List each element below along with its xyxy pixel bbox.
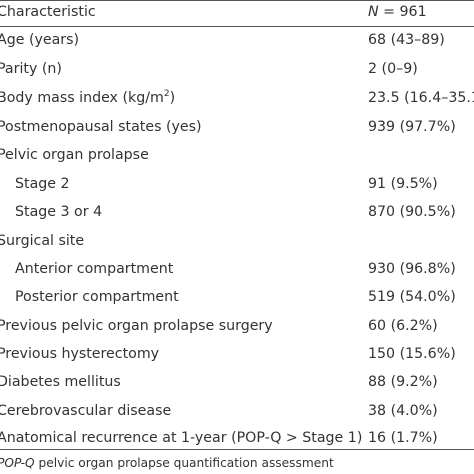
row-label-bmi-sup: 2 bbox=[163, 89, 170, 99]
row-label-diabetes: Diabetes mellitus bbox=[0, 374, 121, 390]
row-value-previous-hysterectomy: 150 (15.6%) bbox=[368, 346, 456, 362]
row-label-bmi-tail: ) bbox=[169, 90, 176, 106]
row-value-stage-3-or-4: 870 (90.5%) bbox=[368, 204, 456, 220]
header-n-value: = 961 bbox=[378, 4, 427, 20]
header-characteristic: Characteristic bbox=[0, 4, 96, 20]
table-row: Previous hysterectomy 150 (15.6%) bbox=[0, 340, 474, 369]
row-label-postmenopausal: Postmenopausal states (yes) bbox=[0, 119, 202, 135]
row-value-posterior-compartment: 519 (54.0%) bbox=[368, 289, 456, 305]
table-row: Posterior compartment 519 (54.0%) bbox=[0, 283, 474, 312]
table-row: Diabetes mellitus 88 (9.2%) bbox=[0, 368, 474, 397]
row-value-age: 68 (43–89) bbox=[368, 32, 445, 48]
row-value-bmi: 23.5 (16.4–35.1) bbox=[368, 90, 474, 106]
footnote-abbreviation: POP-Q bbox=[0, 456, 35, 470]
row-label-stage-2: Stage 2 bbox=[15, 176, 70, 192]
table-row: Stage 2 91 (9.5%) bbox=[0, 170, 474, 199]
row-label-anterior-compartment: Anterior compartment bbox=[15, 261, 174, 277]
row-value-anterior-compartment: 930 (96.8%) bbox=[368, 261, 456, 277]
row-label-parity: Parity (n) bbox=[0, 61, 62, 77]
row-label-age: Age (years) bbox=[0, 32, 80, 48]
row-value-cerebrovascular: 38 (4.0%) bbox=[368, 403, 438, 419]
header-n-symbol: N bbox=[368, 4, 379, 20]
table-row: Age (years) 68 (43–89) bbox=[0, 26, 474, 55]
row-value-diabetes: 88 (9.2%) bbox=[368, 374, 438, 390]
row-label-bmi: Body mass index (kg/m2) bbox=[0, 84, 175, 113]
row-value-stage-2: 91 (9.5%) bbox=[368, 176, 438, 192]
table-row: Parity (n) 2 (0–9) bbox=[0, 55, 474, 84]
table-row: Anatomical recurrence at 1-year (POP-Q >… bbox=[0, 424, 474, 453]
table-row: Previous pelvic organ prolapse surgery 6… bbox=[0, 312, 474, 341]
table-row: Cerebrovascular disease 38 (4.0%) bbox=[0, 397, 474, 426]
footnote-definition: pelvic organ prolapse quantification ass… bbox=[34, 456, 334, 470]
row-label-surgical-site: Surgical site bbox=[0, 233, 85, 249]
table-row: Body mass index (kg/m2) 23.5 (16.4–35.1) bbox=[0, 84, 474, 113]
table-header-row: Characteristic N = 961 bbox=[0, 0, 474, 29]
row-value-postmenopausal: 939 (97.7%) bbox=[368, 119, 456, 135]
row-label-pelvic-organ-prolapse: Pelvic organ prolapse bbox=[0, 147, 149, 163]
row-label-cerebrovascular: Cerebrovascular disease bbox=[0, 403, 172, 419]
table-row: Pelvic organ prolapse bbox=[0, 141, 474, 170]
table-row: Surgical site bbox=[0, 227, 474, 256]
row-label-posterior-compartment: Posterior compartment bbox=[15, 289, 179, 305]
row-label-previous-hysterectomy: Previous hysterectomy bbox=[0, 346, 160, 362]
table-top-rule bbox=[0, 0, 474, 1]
row-label-previous-pop-surgery: Previous pelvic organ prolapse surgery bbox=[0, 318, 273, 334]
table-row: Anterior compartment 930 (96.8%) bbox=[0, 255, 474, 284]
row-value-anatomical-recurrence: 16 (1.7%) bbox=[368, 430, 438, 446]
row-value-parity: 2 (0–9) bbox=[368, 61, 418, 77]
table-header-rule bbox=[0, 26, 474, 27]
table-footnote: POP-Q pelvic organ prolapse quantificati… bbox=[0, 453, 334, 473]
table-row: Stage 3 or 4 870 (90.5%) bbox=[0, 198, 474, 227]
row-label-anatomical-recurrence: Anatomical recurrence at 1-year (POP-Q >… bbox=[0, 430, 363, 446]
row-value-previous-pop-surgery: 60 (6.2%) bbox=[368, 318, 438, 334]
table-bottom-rule bbox=[0, 449, 474, 450]
table-row: Postmenopausal states (yes) 939 (97.7%) bbox=[0, 113, 474, 142]
row-label-stage-3-or-4: Stage 3 or 4 bbox=[15, 204, 103, 220]
header-n-count: N = 961 bbox=[368, 0, 427, 24]
row-label-bmi-text: Body mass index (kg/m bbox=[0, 90, 164, 106]
